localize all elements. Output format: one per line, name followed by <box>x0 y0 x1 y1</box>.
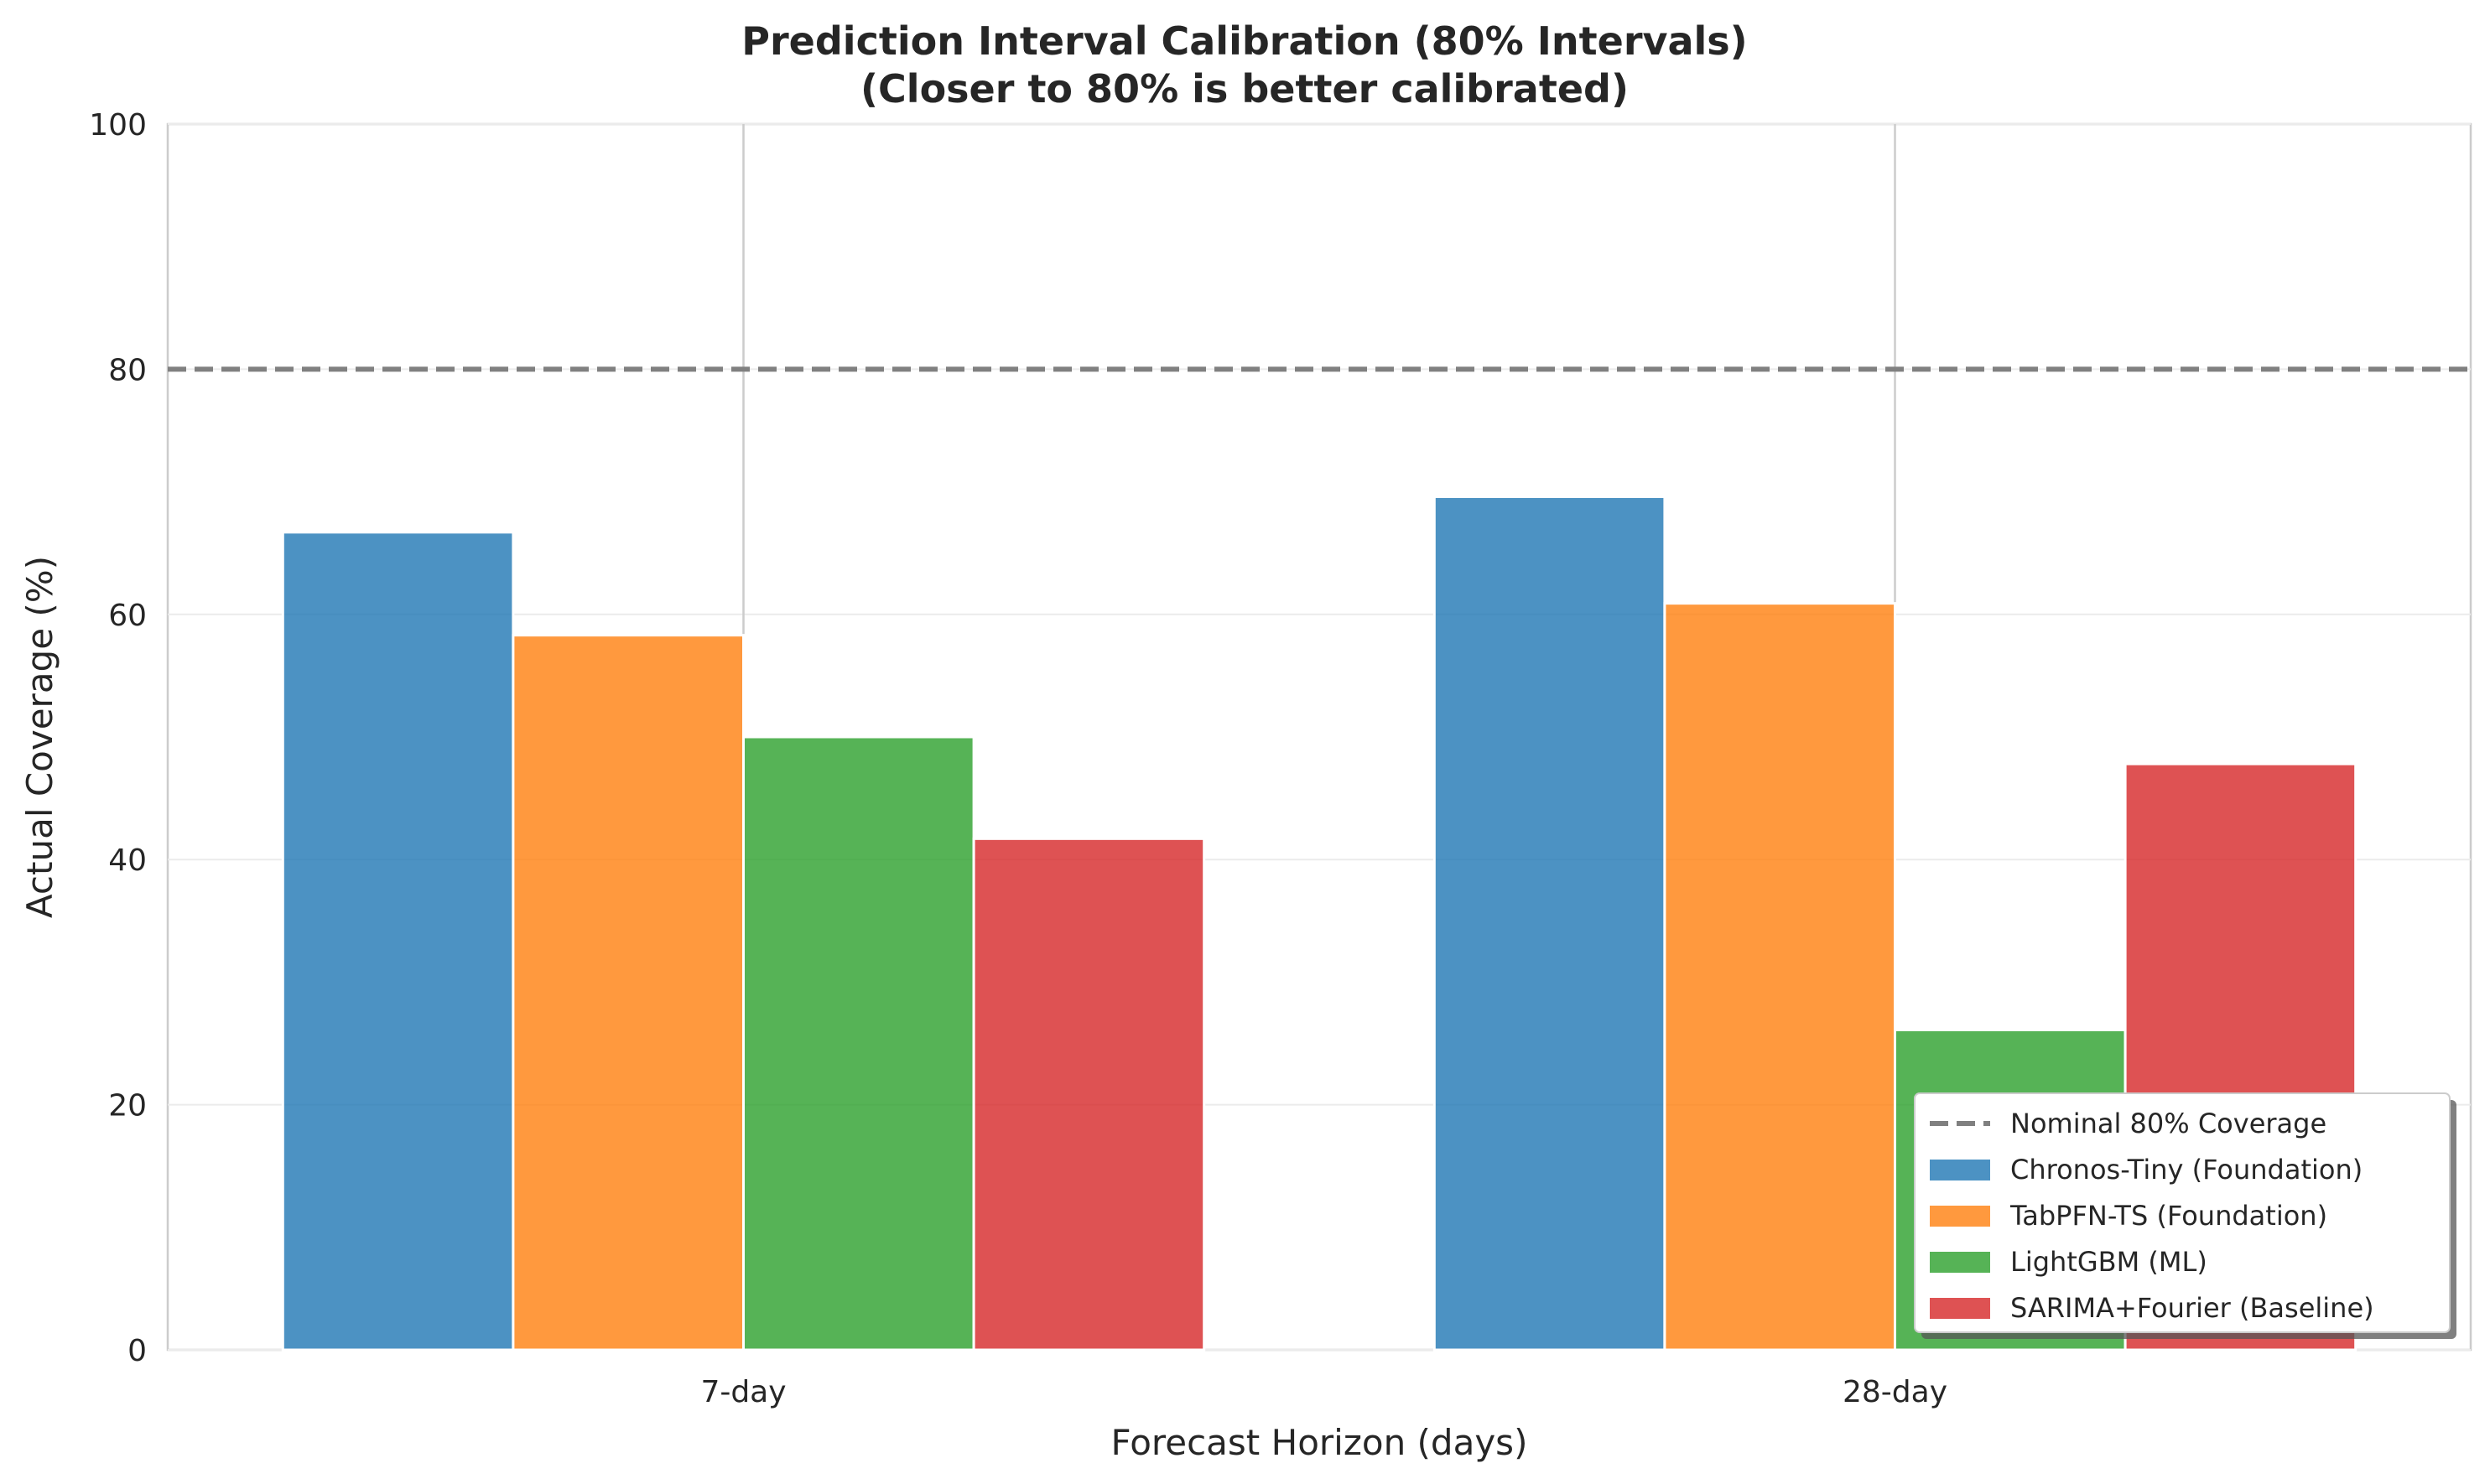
y-tick-label: 60 <box>108 599 147 633</box>
y-tick-labels: 0 20 40 60 80 100 <box>89 108 147 1368</box>
legend-box <box>1914 1092 2451 1333</box>
bar-sarima-fourier-baseline-7-day <box>972 837 1206 1352</box>
x-axis-label: Forecast Horizon (days) <box>1111 1422 1528 1463</box>
bars <box>281 495 2357 1352</box>
bar-lightgbm-ml-7-day <box>742 735 975 1352</box>
y-tick-label: 20 <box>108 1089 147 1123</box>
legend-swatch <box>1930 1160 1990 1180</box>
legend-swatch <box>1930 1206 1990 1227</box>
chart-subtitle: (Closer to 80% is better calibrated) <box>860 66 1629 112</box>
legend-swatch <box>1930 1252 1990 1273</box>
bar-chronos-tiny-foundation-28-day <box>1432 495 1666 1352</box>
legend-label: LightGBM (ML) <box>2010 1246 2207 1278</box>
legend-swatch <box>1930 1298 1990 1319</box>
chart-title: Prediction Interval Calibration (80% Int… <box>741 18 1747 64</box>
bar-tabpfn-ts-foundation-7-day <box>512 634 746 1352</box>
y-tick-label: 40 <box>108 843 147 878</box>
bar-chronos-tiny-foundation-7-day <box>281 531 515 1352</box>
legend-label: Chronos-Tiny (Foundation) <box>2010 1154 2363 1186</box>
y-axis-label: Actual Coverage (%) <box>19 556 60 918</box>
y-tick-label: 100 <box>89 108 147 143</box>
legend-label: TabPFN-TS (Foundation) <box>2009 1200 2327 1232</box>
legend: Nominal 80% Coverage Chronos-Tiny (Founda… <box>1914 1092 2456 1339</box>
x-tick-label: 7-day <box>700 1375 786 1409</box>
y-tick-label: 80 <box>108 353 147 387</box>
y-tick-label: 0 <box>127 1334 147 1368</box>
bar-tabpfn-ts-foundation-28-day <box>1663 602 1897 1352</box>
x-tick-label: 28-day <box>1843 1375 1947 1409</box>
legend-label: SARIMA+Fourier (Baseline) <box>2010 1292 2374 1324</box>
legend-items: Nominal 80% Coverage Chronos-Tiny (Founda… <box>1930 1108 2374 1324</box>
x-tick-labels: 7-day 28-day <box>700 1375 1947 1409</box>
legend-label: Nominal 80% Coverage <box>2010 1108 2326 1139</box>
